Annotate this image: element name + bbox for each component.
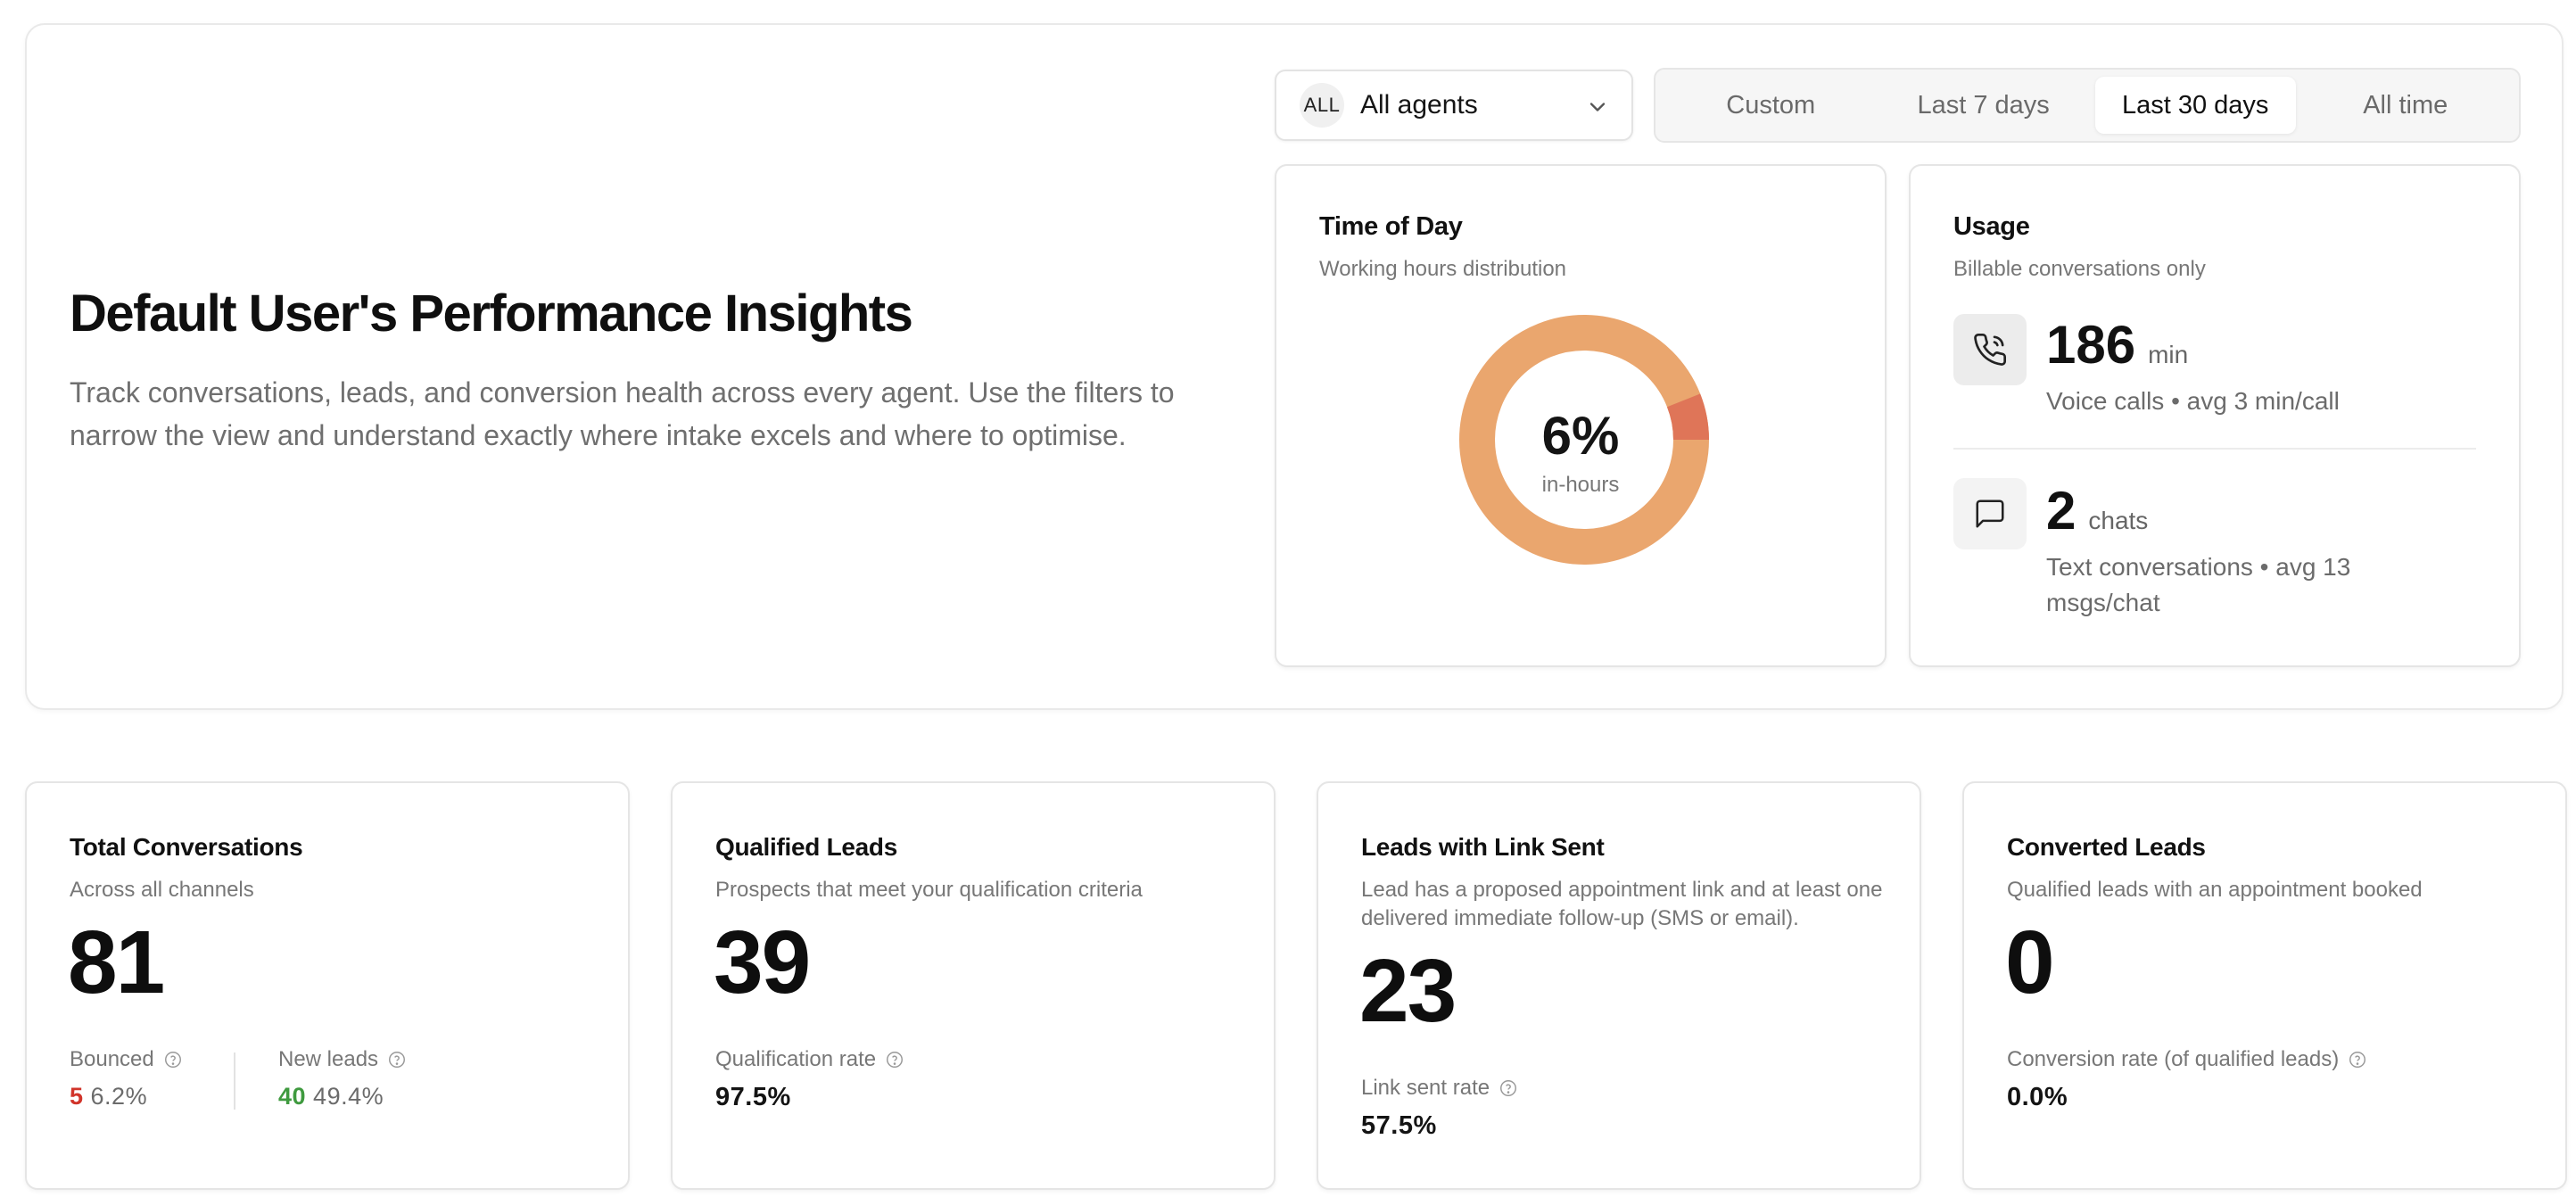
leads-link-sent-subtitle: Lead has a proposed appointment link and… bbox=[1361, 878, 1883, 930]
in-hours-percent: 6% bbox=[1541, 406, 1620, 466]
converted-leads-title: Converted Leads bbox=[2007, 833, 2206, 861]
help-icon[interactable] bbox=[163, 1050, 183, 1069]
new-leads-label: New leads bbox=[278, 1047, 407, 1072]
qualification-rate-label-text: Qualification rate bbox=[715, 1047, 877, 1071]
bounced-stat: 5 6.2% bbox=[70, 1083, 147, 1110]
bounced-label: Bounced bbox=[70, 1047, 183, 1072]
bounced-percent: 6.2% bbox=[90, 1083, 148, 1110]
range-last-7-days-button[interactable]: Last 7 days bbox=[1917, 90, 2050, 120]
usage-title: Usage bbox=[1953, 212, 2030, 241]
new-leads-stat: 40 49.4% bbox=[278, 1083, 384, 1110]
converted-leads-card: Converted Leads Qualified leads with an … bbox=[1962, 781, 2567, 1190]
in-hours-label: in-hours bbox=[1541, 473, 1620, 497]
range-last-30-days-button[interactable]: Last 30 days bbox=[2094, 77, 2296, 134]
stat-divider bbox=[234, 1053, 235, 1110]
help-icon[interactable] bbox=[885, 1050, 904, 1069]
time-of-day-card: Time of Day Working hours distribution 6… bbox=[1275, 164, 1887, 667]
usage-card: Usage Billable conversations only 186 min… bbox=[1909, 164, 2521, 667]
converted-leads-subtitle: Qualified leads with an appointment book… bbox=[2007, 878, 2423, 902]
agent-select-value: All agents bbox=[1360, 90, 1478, 120]
time-of-day-title: Time of Day bbox=[1319, 212, 1463, 241]
help-icon[interactable] bbox=[387, 1050, 407, 1069]
range-all-time-button[interactable]: All time bbox=[2363, 90, 2448, 120]
converted-leads-value: 0 bbox=[2005, 912, 2055, 1012]
total-conversations-subtitle: Across all channels bbox=[70, 878, 254, 902]
leads-link-sent-title: Leads with Link Sent bbox=[1361, 833, 1605, 861]
voice-minutes-value: 186 min bbox=[2046, 314, 2188, 376]
chats-unit: chats bbox=[2088, 507, 2149, 534]
qualified-leads-card: Qualified Leads Prospects that meet your… bbox=[671, 781, 1276, 1190]
range-custom-button[interactable]: Custom bbox=[1726, 90, 1816, 120]
conversion-rate-label: Conversion rate (of qualified leads) bbox=[2007, 1047, 2367, 1072]
link-sent-rate-value: 57.5% bbox=[1361, 1111, 1437, 1140]
phone-icon bbox=[1953, 314, 2027, 385]
qualification-rate-value: 97.5% bbox=[715, 1083, 791, 1111]
leads-link-sent-value: 23 bbox=[1359, 941, 1457, 1041]
time-of-day-donut bbox=[1459, 315, 1709, 565]
voice-calls-description: Voice calls • avg 3 min/call bbox=[2046, 387, 2340, 415]
text-conversations-description: Text conversations • avg 13 msgs/chat bbox=[2046, 553, 2351, 616]
total-conversations-value: 81 bbox=[68, 912, 165, 1012]
time-of-day-subtitle: Working hours distribution bbox=[1319, 257, 1567, 281]
link-sent-rate-label: Link sent rate bbox=[1361, 1076, 1518, 1101]
qualified-leads-subtitle: Prospects that meet your qualification c… bbox=[715, 878, 1143, 902]
agent-select[interactable]: ALL All agents bbox=[1275, 70, 1633, 141]
conversion-rate-value: 0.0% bbox=[2007, 1083, 2068, 1111]
help-icon[interactable] bbox=[2348, 1050, 2367, 1069]
leads-link-sent-card: Leads with Link Sent Lead has a proposed… bbox=[1317, 781, 1921, 1190]
page-title: Default User's Performance Insights bbox=[70, 285, 913, 343]
total-conversations-card: Total Conversations Across all channels … bbox=[25, 781, 630, 1190]
total-conversations-title: Total Conversations bbox=[70, 833, 303, 861]
new-leads-percent: 49.4% bbox=[313, 1083, 384, 1110]
help-icon[interactable] bbox=[1499, 1078, 1518, 1098]
chats-value: 2 chats bbox=[2046, 480, 2148, 541]
voice-minutes-number: 186 bbox=[2046, 315, 2136, 375]
qualified-leads-value: 39 bbox=[714, 912, 811, 1012]
new-leads-label-text: New leads bbox=[278, 1047, 379, 1071]
chats-number: 2 bbox=[2046, 481, 2076, 541]
bounced-count: 5 bbox=[70, 1083, 84, 1110]
all-agents-badge: ALL bbox=[1300, 83, 1344, 128]
new-leads-count: 40 bbox=[278, 1083, 307, 1110]
qualification-rate-label: Qualification rate bbox=[715, 1047, 904, 1072]
page-description: Track conversations, leads, and conversi… bbox=[70, 376, 1175, 451]
chat-bubble-icon bbox=[1953, 478, 2027, 549]
date-range-tabs: Custom Last 7 days Last 30 days All time bbox=[1654, 68, 2521, 143]
link-sent-rate-label-text: Link sent rate bbox=[1361, 1076, 1490, 1100]
conversion-rate-label-text: Conversion rate (of qualified leads) bbox=[2007, 1047, 2340, 1071]
usage-divider bbox=[1953, 448, 2476, 450]
usage-subtitle: Billable conversations only bbox=[1953, 257, 2206, 281]
chevron-down-icon bbox=[1589, 103, 1606, 111]
voice-minutes-unit: min bbox=[2148, 341, 2189, 368]
bounced-label-text: Bounced bbox=[70, 1047, 154, 1071]
qualified-leads-title: Qualified Leads bbox=[715, 833, 897, 861]
